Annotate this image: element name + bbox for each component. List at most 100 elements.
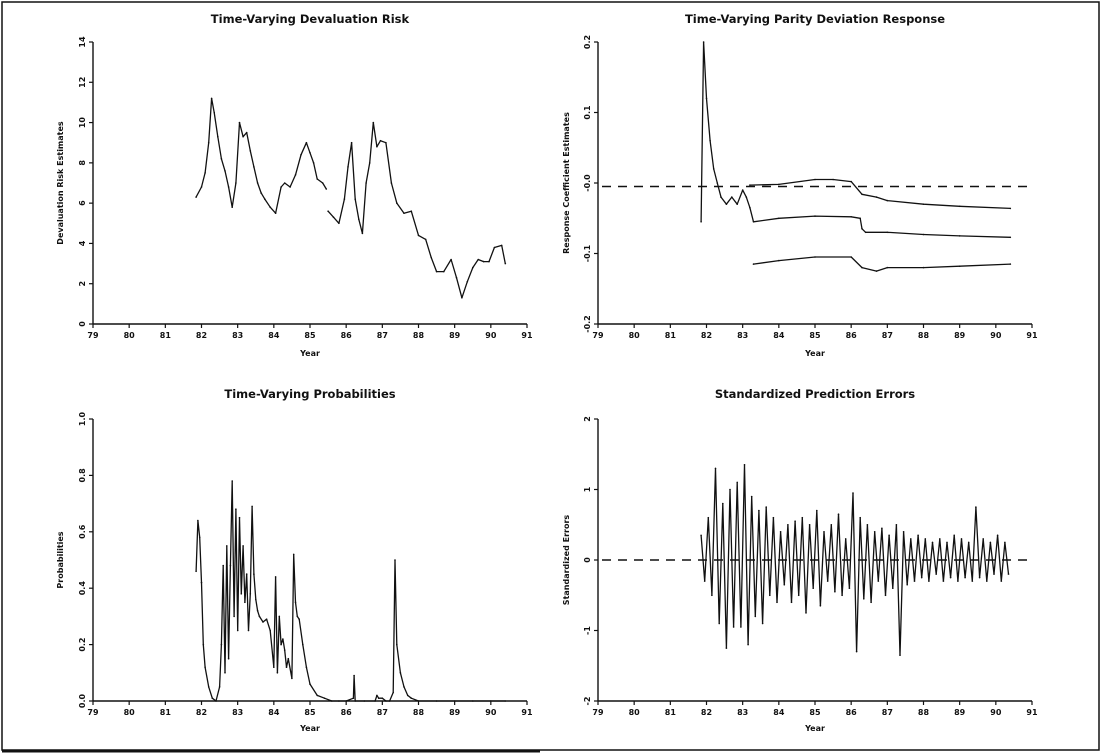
x-tick-label: 89 [954, 331, 966, 340]
data-point [207, 141, 210, 144]
data-point [217, 135, 219, 138]
data-point [850, 216, 852, 218]
data-point [280, 643, 282, 646]
data-point [236, 629, 239, 632]
data-point [805, 612, 807, 614]
data-point [260, 192, 263, 194]
data-point [772, 516, 775, 519]
x-tick-label: 91 [1026, 708, 1038, 717]
x-tick-label: 81 [665, 331, 677, 340]
data-point [493, 246, 496, 249]
data-point [886, 266, 889, 269]
data-point [381, 697, 384, 699]
data-point [989, 541, 992, 544]
data-point [873, 531, 876, 533]
data-point [472, 700, 474, 702]
data-point [741, 189, 744, 191]
data-point [1004, 541, 1006, 544]
data-point [417, 700, 420, 702]
data-point [714, 467, 717, 470]
data-point [875, 196, 878, 198]
data-point [986, 580, 988, 582]
data-point [978, 576, 981, 579]
y-tick-label: 0.2 [78, 638, 87, 652]
data-point [861, 193, 863, 196]
data-point [942, 580, 945, 582]
y-tick-label: 12 [78, 77, 87, 88]
data-point [430, 256, 433, 259]
data-point [971, 580, 974, 582]
data-point [273, 666, 275, 668]
data-point [844, 538, 847, 540]
data-point [198, 536, 201, 539]
data-point [913, 580, 916, 582]
data-point [265, 618, 268, 620]
data-point [841, 594, 843, 597]
y-tick-label: -1 [583, 626, 592, 635]
x-tick-label: 87 [377, 331, 388, 340]
data-point [399, 672, 402, 674]
data-point [256, 610, 259, 612]
data-point [294, 601, 297, 604]
data-point [866, 524, 869, 526]
x-tick-label: 86 [846, 708, 858, 717]
series-line-0 [700, 464, 1010, 656]
data-point [374, 700, 376, 702]
data-point [358, 218, 360, 221]
data-point [392, 691, 395, 694]
data-point [928, 580, 930, 582]
data-point [204, 172, 206, 174]
y-tick-label: 10 [78, 117, 87, 129]
x-tick-label: 83 [737, 331, 748, 340]
data-point [1007, 573, 1010, 575]
data-point [960, 538, 963, 540]
data-point [325, 188, 328, 190]
data-point [758, 509, 760, 512]
x-tick-label: 82 [196, 708, 207, 717]
data-point [504, 262, 507, 265]
x-tick-label: 82 [701, 708, 712, 717]
figure-border [1, 1, 1100, 751]
x-tick-label: 87 [882, 331, 893, 340]
data-point [365, 182, 367, 184]
x-tick-label: 79 [592, 331, 604, 340]
data-point [953, 534, 955, 537]
data-point [274, 212, 277, 214]
data-point [388, 700, 391, 702]
x-tick-label: 87 [377, 708, 388, 717]
data-point [837, 513, 840, 515]
data-point [472, 266, 474, 269]
data-point [435, 700, 438, 702]
data-point [269, 206, 272, 208]
data-point [321, 182, 324, 184]
data-point [244, 601, 246, 604]
x-tick-label: 91 [521, 331, 533, 340]
data-point [750, 495, 753, 498]
data-point [253, 573, 255, 575]
x-tick-label: 90 [485, 331, 497, 340]
data-point [814, 256, 816, 258]
data-point [224, 672, 226, 674]
data-point [298, 618, 301, 620]
data-point [352, 697, 355, 699]
data-point [343, 198, 346, 200]
y-axis-label: Standardized Errors [562, 515, 571, 606]
data-point [305, 666, 308, 668]
data-point [309, 683, 311, 685]
data-point [834, 590, 836, 593]
x-tick-label: 89 [449, 708, 461, 717]
x-tick-label: 84 [268, 708, 280, 717]
data-point [224, 170, 226, 172]
y-tick-label: -0.1 [583, 244, 592, 262]
data-point [417, 234, 420, 237]
data-point [718, 622, 720, 625]
data-point [886, 231, 889, 234]
data-point [700, 221, 702, 223]
y-tick-label: 0.8 [78, 468, 87, 483]
data-point [490, 700, 492, 702]
data-point [222, 564, 224, 567]
data-point [848, 587, 851, 589]
data-point [376, 145, 378, 148]
x-tick-label: 83 [232, 708, 243, 717]
x-tick-label: 84 [773, 708, 785, 717]
